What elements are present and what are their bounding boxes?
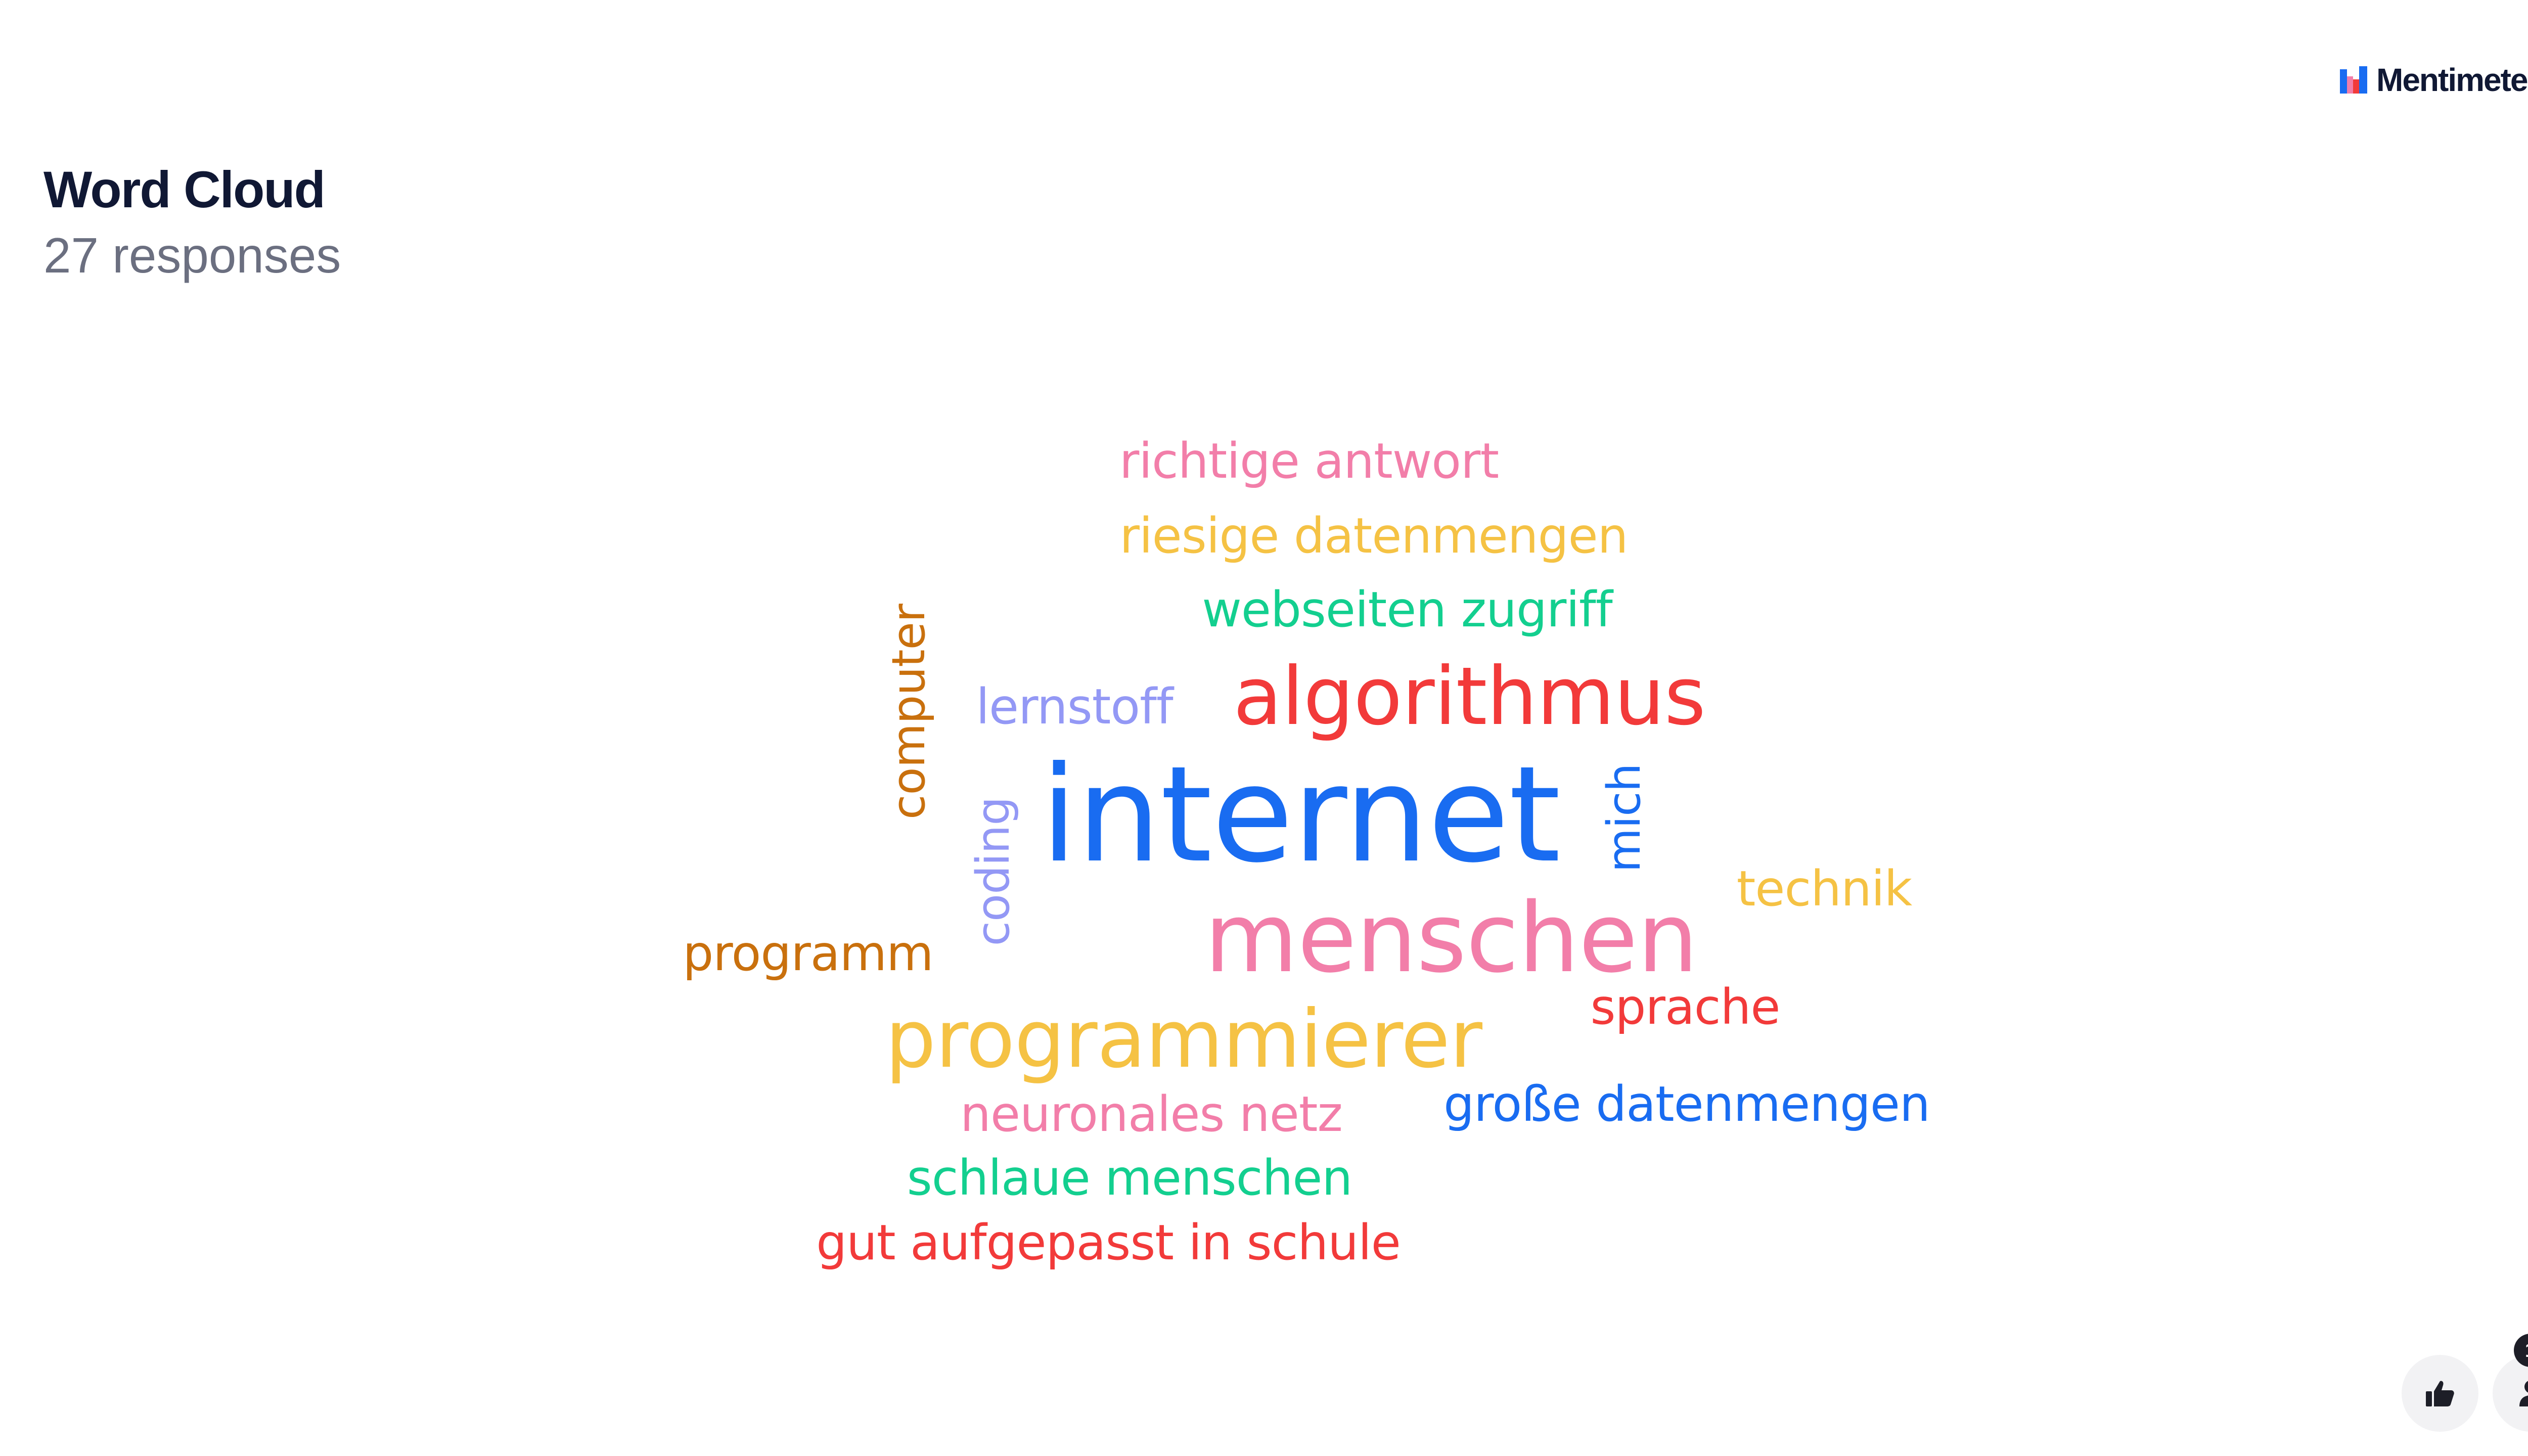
word-cloud-word: programmierer (885, 993, 1482, 1086)
brand-name: Mentimeter (2376, 62, 2528, 98)
word-cloud-word: internet (1041, 738, 1561, 892)
word-cloud-word: gut aufgepasst in schule (816, 1214, 1401, 1271)
word-cloud-word: schlaue menschen (907, 1150, 1353, 1206)
word-cloud-word: lernstoff (976, 678, 1173, 735)
word-cloud-word: richtige antwort (1119, 433, 1499, 489)
word-cloud-word: riesige datenmengen (1119, 508, 1629, 564)
slide-title: Word Cloud (43, 161, 326, 218)
response-count: 27 responses (43, 228, 341, 283)
word-cloud-word: neuronales netz (960, 1086, 1343, 1143)
word-cloud-word: sprache (1590, 979, 1781, 1035)
mentimeter-logo-icon (2340, 66, 2367, 94)
word-cloud-word: algorithmus (1233, 650, 1706, 743)
word-cloud-word: webseiten zugriff (1202, 581, 1612, 638)
like-button[interactable] (2402, 1355, 2478, 1432)
word-cloud-word: computer (882, 604, 935, 820)
word-cloud-word: coding (967, 797, 1020, 946)
word-cloud-word: programm (683, 925, 933, 982)
word-cloud-word: technik (1736, 860, 1912, 917)
word-cloud-word: mich (1598, 763, 1651, 873)
mentimeter-brand: Mentimeter (2340, 60, 2528, 100)
person-icon (2519, 1381, 2528, 1406)
slide-header: Word Cloud 27 responses (43, 157, 341, 288)
word-cloud-word: große datenmengen (1443, 1076, 1930, 1132)
word-cloud-word: menschen (1204, 882, 1698, 994)
thumbs-up-icon (2426, 1381, 2454, 1406)
